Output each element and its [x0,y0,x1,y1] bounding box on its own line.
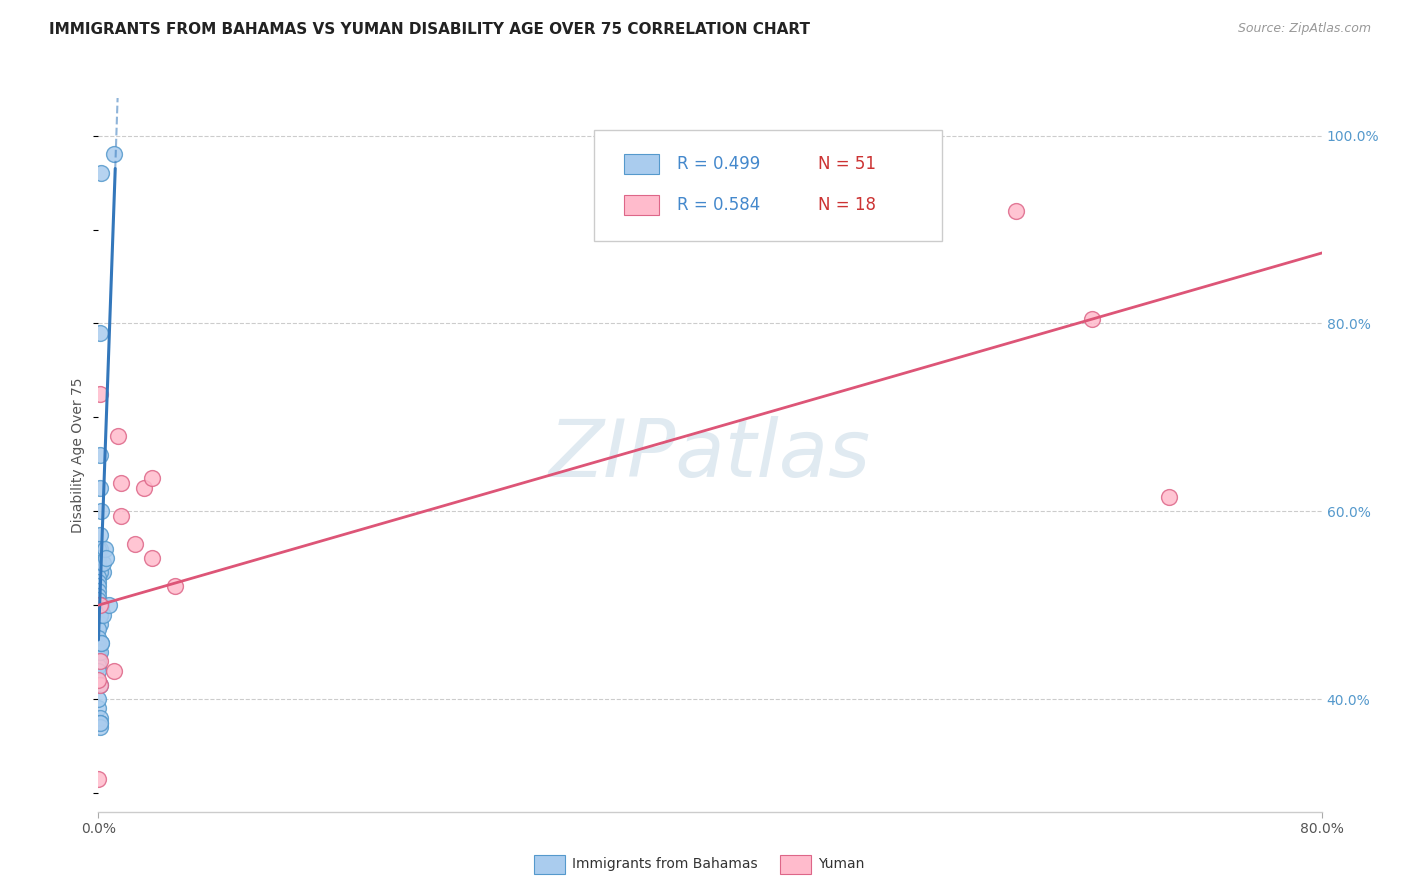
Point [1157,490,1180,504]
Point [87,598,110,612]
Point [89,711,111,725]
Point [87,655,110,669]
Text: Immigrants from Bahamas: Immigrants from Bahamas [572,857,758,871]
Point [87,673,110,688]
Point [124,537,146,551]
Point [87,574,110,589]
Point [91,566,114,580]
Text: N = 18: N = 18 [818,196,876,214]
Point [89,481,111,495]
Point [89,678,111,692]
Point [110,476,132,491]
Point [87,584,110,599]
FancyBboxPatch shape [593,130,942,241]
Point [87,692,110,706]
FancyBboxPatch shape [624,195,658,215]
Point [89,607,111,622]
Point [89,678,111,692]
Point [89,645,111,659]
Point [1004,203,1026,218]
Point [90,166,112,180]
Point [110,508,132,523]
Point [163,579,186,593]
Point [103,147,125,161]
Point [89,607,111,622]
Point [89,715,111,730]
Point [87,589,110,603]
Y-axis label: Disability Age Over 75: Disability Age Over 75 [72,377,86,533]
Point [89,720,111,734]
Point [94,551,117,566]
Point [89,566,111,580]
Point [87,715,110,730]
Point [1081,311,1104,326]
Point [89,598,111,612]
Point [87,579,110,593]
Point [134,481,156,495]
Point [91,607,114,622]
Point [90,504,112,518]
Point [87,659,110,673]
Point [87,664,110,678]
Point [87,655,110,669]
Point [93,541,115,556]
Point [87,636,110,650]
Point [90,598,112,612]
Point [90,636,112,650]
Point [87,772,110,786]
Point [87,645,110,659]
Point [89,607,111,622]
Text: Yuman: Yuman [818,857,865,871]
Point [87,631,110,645]
Point [89,655,111,669]
Point [89,527,111,541]
Point [91,556,114,570]
Point [141,471,163,485]
Text: R = 0.584: R = 0.584 [678,196,761,214]
Point [90,636,112,650]
Point [87,541,110,556]
Point [98,598,121,612]
Text: N = 51: N = 51 [818,155,876,173]
Text: ZIPatlas: ZIPatlas [548,416,872,494]
Point [103,664,125,678]
Point [87,701,110,715]
Point [87,622,110,636]
Point [107,429,129,443]
Point [87,640,110,655]
Point [87,556,110,570]
Text: R = 0.499: R = 0.499 [678,155,761,173]
Point [89,326,111,340]
Point [89,616,111,631]
Point [89,387,111,401]
Point [87,649,110,664]
Point [87,593,110,607]
Point [89,448,111,462]
FancyBboxPatch shape [624,154,658,175]
Point [89,541,111,556]
Text: Source: ZipAtlas.com: Source: ZipAtlas.com [1237,22,1371,36]
Text: IMMIGRANTS FROM BAHAMAS VS YUMAN DISABILITY AGE OVER 75 CORRELATION CHART: IMMIGRANTS FROM BAHAMAS VS YUMAN DISABIL… [49,22,810,37]
Point [87,551,110,566]
Point [87,570,110,584]
Point [89,715,111,730]
Point [141,551,163,566]
